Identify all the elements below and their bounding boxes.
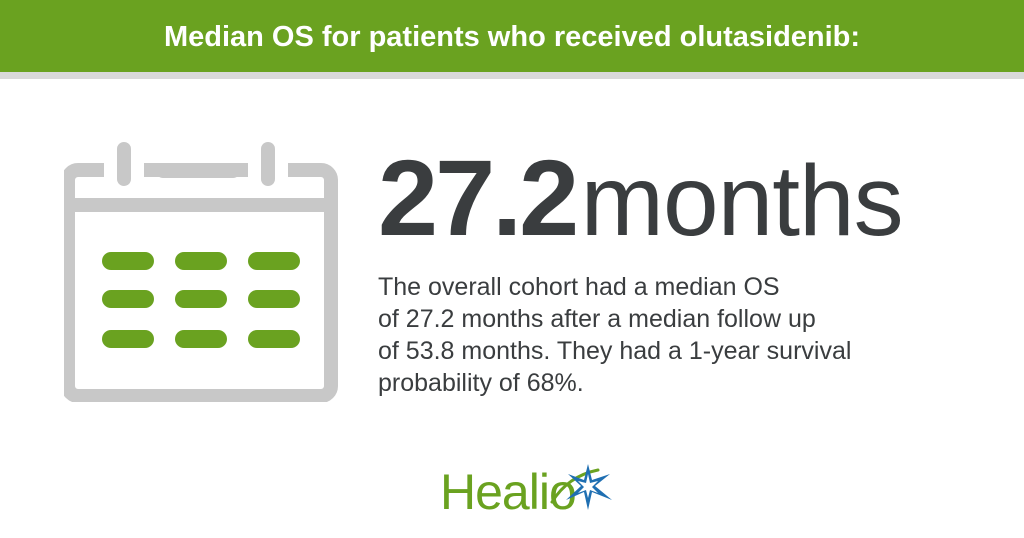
logo-text: Healio — [440, 464, 577, 520]
description-line: The overall cohort had a median OS — [378, 273, 780, 301]
stat-number: 27.2 — [378, 137, 579, 258]
calendar-icon — [64, 142, 338, 402]
stat-unit: months — [580, 145, 904, 257]
star-icon — [550, 464, 612, 510]
header-title: Median OS for patients who received olut… — [163, 21, 861, 53]
healio-logo: Healio — [440, 462, 630, 522]
median-os-stat: 27.2 months — [378, 137, 904, 291]
description-line: of 27.2 months after a median follow up — [378, 305, 816, 333]
description-line: of 53.8 months. They had a 1-year surviv… — [378, 337, 852, 365]
header-banner: Median OS for patients who received olut… — [0, 0, 1024, 79]
description-line: probability of 68%. — [378, 369, 584, 397]
description-text: The overall cohort had a median OS of 27… — [378, 271, 978, 399]
